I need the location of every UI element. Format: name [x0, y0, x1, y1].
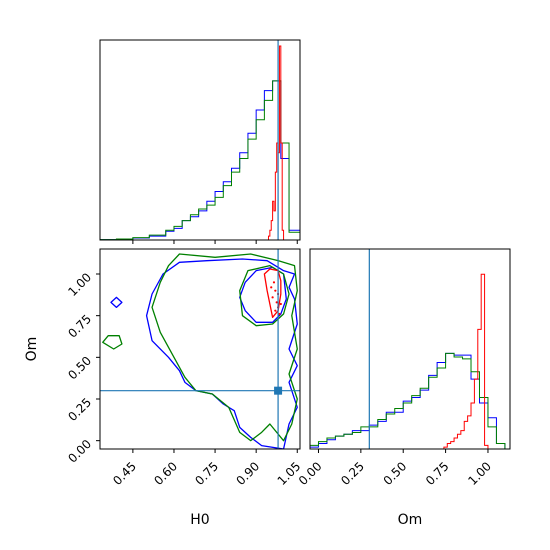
contour-point-9: [279, 302, 282, 306]
om-y-tick-label-3: 0.75: [65, 312, 94, 341]
om-tick-label-2: 0.50: [381, 459, 410, 488]
contour-point-7: [270, 286, 273, 289]
om-y-tick-label-1: 0.25: [65, 395, 94, 424]
panel-h0-histogram: [99, 39, 301, 244]
contour-0-1: [239, 266, 287, 323]
contour-0-0: [145, 258, 298, 449]
om-histogram-series-0: [310, 352, 506, 449]
om-tick-label-0: 0.00: [296, 459, 325, 488]
om-tick-label-1: 0.25: [338, 459, 367, 488]
panel-h0-om-contour: 0.45 0.60 0.75 0.90 1.05 0.000.250.500.751.0…: [24, 248, 303, 528]
contour-1-1: [239, 265, 290, 327]
h0-tick-label-0: 0.45: [110, 459, 139, 488]
h0-histogram-series-0: [100, 80, 300, 240]
contour-point-2: [275, 301, 278, 304]
panel-om-histogram: 0.00 0.25 0.50 0.75 1.00 Om: [296, 248, 511, 528]
contour-point-1: [274, 289, 277, 292]
x-axis-label-h0: H0: [190, 512, 209, 528]
om-y-tick-label-4: 1.00: [65, 270, 94, 299]
h0-histogram-frame: [99, 39, 301, 241]
contour-2-0: [263, 268, 282, 318]
truth-marker: [274, 386, 283, 395]
h0-tick-label-2: 0.75: [192, 459, 221, 488]
om-histogram-series-1: [310, 352, 506, 449]
x-axis-label-om: Om: [398, 512, 423, 528]
h0-histogram-series-1: [100, 80, 300, 240]
contour-point-4: [278, 312, 281, 316]
h0-tick-label-1: 0.60: [151, 459, 180, 488]
contour-0-2: [110, 296, 123, 308]
contour-point-0: [272, 281, 276, 284]
contour-point-5: [271, 296, 274, 299]
om-histogram-series-2: [443, 273, 489, 449]
om-tick-label-4: 1.00: [465, 459, 494, 488]
h0-histogram-series-2: [267, 45, 285, 240]
om-y-tick-label-0: 0.00: [65, 437, 94, 466]
om-histogram-frame: [309, 248, 511, 450]
h0-tick-label-3: 0.90: [233, 459, 262, 488]
contour-1-2: [102, 335, 123, 350]
contour-panel-frame: [99, 248, 301, 450]
om-tick-label-3: 0.75: [423, 459, 452, 488]
y-axis-label-om: Om: [24, 337, 40, 362]
om-y-tick-label-2: 0.50: [65, 354, 94, 383]
contour-point-6: [274, 309, 277, 312]
contour-1-0: [151, 253, 298, 442]
